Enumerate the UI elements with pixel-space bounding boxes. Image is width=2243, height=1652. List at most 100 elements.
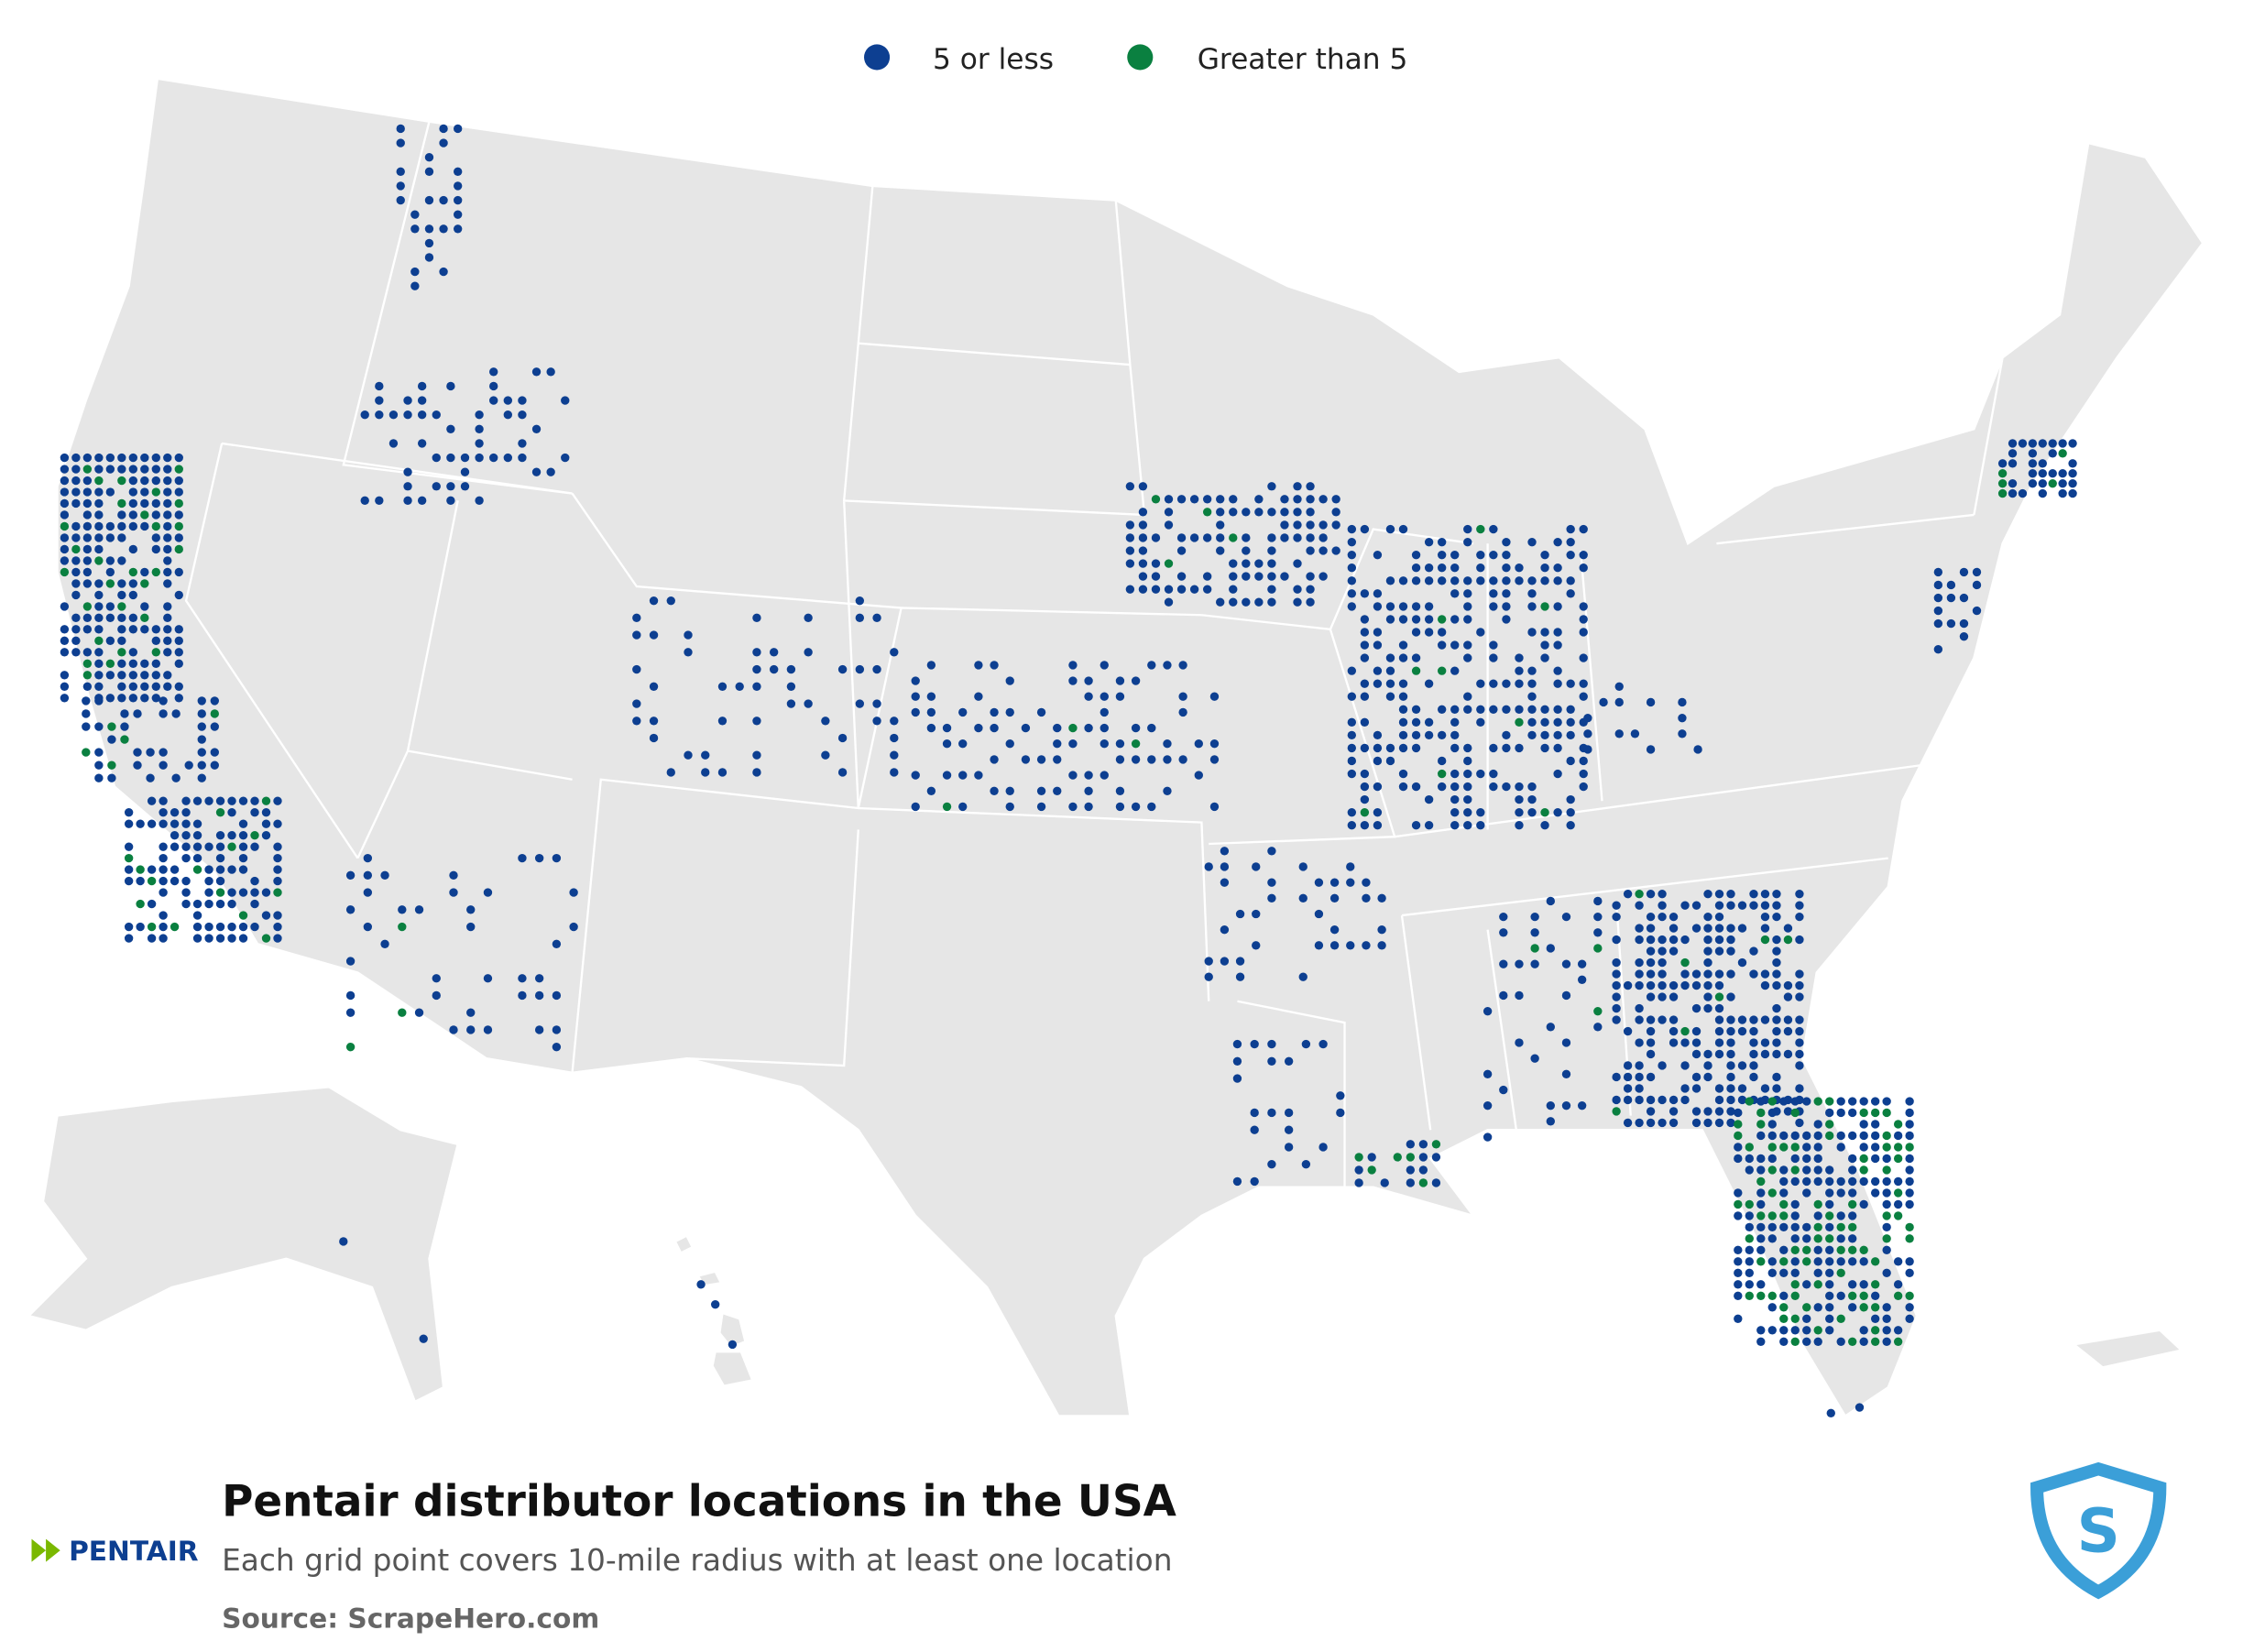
location-dot [388, 410, 399, 420]
location-dot [1756, 1120, 1766, 1129]
location-dot [1437, 563, 1447, 573]
location-dot [1502, 743, 1511, 753]
location-dot [1216, 533, 1225, 542]
location-dot [105, 567, 115, 577]
location-dot [170, 842, 180, 851]
location-dot [1893, 1120, 1903, 1129]
location-dot [1125, 533, 1135, 542]
location-dot [1790, 1211, 1800, 1220]
location-dot [1669, 946, 1679, 956]
location-dot [1176, 495, 1187, 504]
location-dot [60, 521, 70, 531]
location-dot [124, 807, 134, 817]
location-dot [666, 596, 675, 606]
location-dot [1450, 821, 1460, 830]
location-dot [1749, 889, 1758, 899]
location-dot [958, 771, 968, 780]
location-dot [181, 819, 191, 828]
location-dot [696, 1280, 706, 1289]
location-dot [1779, 1257, 1789, 1266]
location-dot [1646, 745, 1656, 754]
location-dot [1147, 661, 1156, 670]
location-dot [1680, 935, 1690, 945]
location-dot [124, 865, 134, 874]
location-dot [1726, 1107, 1735, 1116]
location-dot [1194, 739, 1203, 749]
location-dot [1068, 771, 1078, 780]
location-dot [82, 648, 93, 657]
location-dot [1566, 821, 1575, 830]
location-dot [1790, 1326, 1800, 1335]
location-dot [1726, 1061, 1735, 1070]
location-dot [1546, 1101, 1555, 1110]
location-dot [1714, 1049, 1724, 1059]
location-dot [1437, 769, 1447, 779]
location-dot [1398, 705, 1408, 714]
location-dot [1693, 745, 1702, 754]
location-dot [159, 888, 168, 897]
location-dot [1802, 1222, 1811, 1232]
location-dot [1635, 1038, 1644, 1047]
location-dot [1760, 1049, 1770, 1059]
location-dot [1115, 676, 1125, 685]
location-dot [1714, 992, 1724, 1001]
location-dot [1825, 1108, 1834, 1118]
location-dot [1164, 508, 1174, 517]
location-dot [1795, 1049, 1804, 1059]
location-dot [804, 648, 813, 657]
location-dot [632, 717, 641, 726]
location-dot [1848, 1199, 1857, 1209]
location-dot [159, 807, 168, 817]
location-dot [1802, 1337, 1811, 1346]
location-dot [1813, 1268, 1822, 1278]
location-dot [1593, 928, 1603, 937]
location-dot [1767, 1268, 1777, 1278]
location-dot [449, 1025, 458, 1034]
location-dot [1870, 1257, 1880, 1266]
location-dot [192, 853, 202, 863]
location-dot [1242, 597, 1251, 607]
location-dot [1437, 640, 1447, 650]
location-dot [204, 922, 213, 932]
location-dot [60, 476, 70, 486]
location-dot [1115, 739, 1125, 749]
location-dot [974, 661, 983, 670]
location-dot [94, 579, 104, 588]
location-dot [1646, 1072, 1656, 1082]
location-dot [1760, 1038, 1770, 1047]
location-dot [1772, 980, 1781, 990]
location-dot [1424, 602, 1434, 611]
location-dot [396, 181, 405, 191]
location-dot [2008, 439, 2018, 448]
location-dot [1280, 495, 1289, 504]
location-dot [1703, 1107, 1712, 1116]
location-dot [1164, 597, 1174, 607]
location-dot [1284, 1125, 1294, 1134]
location-dot [1726, 992, 1735, 1001]
location-dot [163, 453, 172, 463]
location-dot [117, 556, 126, 565]
location-dot [1669, 1095, 1679, 1105]
location-dot [1360, 679, 1370, 688]
location-dot [1848, 1165, 1857, 1175]
location-dot [1527, 807, 1537, 817]
location-dot [250, 796, 259, 805]
location-dot [1749, 1049, 1758, 1059]
location-dot [460, 467, 470, 476]
location-dot [396, 195, 405, 205]
location-dot [1802, 1257, 1811, 1266]
location-dot [1997, 469, 2008, 478]
location-dot [1882, 1314, 1891, 1323]
location-dot [1946, 618, 1956, 629]
location-dot [339, 1237, 348, 1246]
location-dot [1450, 782, 1460, 792]
location-dot [1848, 1108, 1857, 1118]
location-dot [1635, 1015, 1644, 1024]
location-dot [1893, 1211, 1903, 1220]
location-dot [163, 567, 172, 577]
location-dot [1437, 576, 1447, 585]
location-dot [1431, 1178, 1441, 1187]
location-dot [1476, 563, 1485, 573]
location-dot [1714, 1038, 1724, 1047]
location-dot [1734, 1211, 1743, 1220]
